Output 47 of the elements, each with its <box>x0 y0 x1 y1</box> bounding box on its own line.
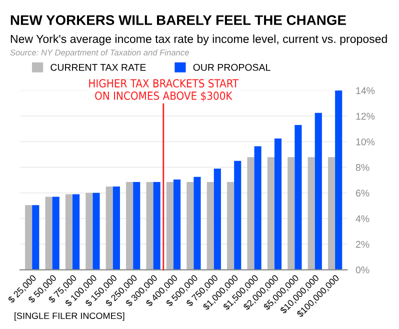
bar <box>294 125 302 270</box>
bar <box>146 182 154 270</box>
legend-label: CURRENT TAX RATE <box>50 64 146 71</box>
y-tick-label: 4% <box>356 215 370 222</box>
legend-label: OUR PROPOSAL <box>193 64 270 71</box>
bar <box>92 192 100 270</box>
bar <box>328 157 336 270</box>
bar <box>206 182 214 270</box>
y-tick-label: 12% <box>356 112 375 120</box>
bar <box>247 157 254 270</box>
source-note: Source: NY Department of Taxation and Finance <box>10 49 189 58</box>
bar <box>86 192 93 270</box>
chart-subtitle: New York's average income tax rate by income level, current vs. proposed <box>10 34 387 46</box>
bar <box>234 160 242 270</box>
y-tick-label: 6% <box>356 190 370 197</box>
chart-title: NEW YORKERS WILL BARELY FEEL THE CHANGE <box>10 15 346 26</box>
bar <box>153 182 160 270</box>
ref-line-label: HIGHER TAX BRACKETS START ON INCOMES ABOVE $300K <box>89 79 239 102</box>
bar <box>274 138 282 270</box>
bar <box>288 157 295 270</box>
bar <box>52 196 60 270</box>
y-tick-label: 0% <box>356 266 370 274</box>
bar <box>308 157 315 270</box>
bar <box>106 186 113 270</box>
bar <box>267 157 274 270</box>
bar <box>194 176 201 270</box>
bar <box>214 168 221 270</box>
bar <box>126 182 134 270</box>
bar <box>45 196 52 270</box>
bar <box>166 182 174 270</box>
bar <box>314 112 322 270</box>
y-tick-label: 8% <box>356 164 370 171</box>
bar <box>254 146 262 270</box>
bar <box>32 205 40 270</box>
bar <box>227 182 234 270</box>
text: [SINGLE FILER INCOMES] <box>14 312 124 321</box>
y-tick-label: 2% <box>356 240 370 248</box>
y-tick-label: 14% <box>356 87 375 94</box>
bar <box>186 182 194 270</box>
bar <box>25 205 32 270</box>
y-tick-label: 10% <box>356 138 375 146</box>
bar <box>65 194 73 270</box>
bar <box>173 179 181 270</box>
bar <box>335 90 342 270</box>
bar <box>133 182 140 270</box>
bar <box>112 186 120 270</box>
bar <box>72 194 80 270</box>
